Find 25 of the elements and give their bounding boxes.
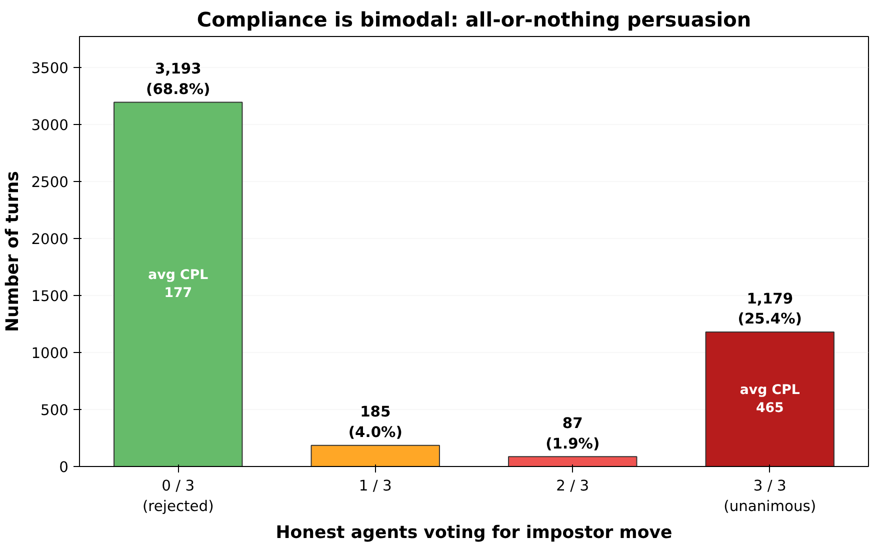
y-tick-label: 1500 bbox=[31, 288, 69, 305]
x-tick-label: 3 / 3 (unanimous) bbox=[724, 478, 816, 515]
y-tick-label: 1000 bbox=[31, 344, 69, 362]
data-label: 185 (4.0%) bbox=[348, 404, 402, 442]
bar bbox=[705, 332, 834, 466]
y-tick-label: 500 bbox=[40, 402, 69, 419]
y-tick-label: 3000 bbox=[31, 116, 69, 134]
y-tick-label: 2000 bbox=[31, 230, 69, 248]
x-axis-title: Honest agents voting for impostor move bbox=[276, 522, 672, 543]
x-tick-label: 0 / 3 (rejected) bbox=[142, 478, 214, 515]
data-label: 3,193 (68.8%) bbox=[146, 60, 210, 98]
y-tick-label: 3500 bbox=[31, 60, 69, 77]
data-label: 1,179 (25.4%) bbox=[738, 290, 802, 328]
bar bbox=[310, 444, 440, 466]
y-tick-label: 0 bbox=[59, 459, 69, 476]
y-axis-title: Number of turns bbox=[3, 171, 24, 332]
x-tick-label: 2 / 3 bbox=[556, 478, 590, 494]
x-tick-label: 1 / 3 bbox=[358, 478, 392, 494]
annotation: avg CPL 177 bbox=[148, 268, 209, 301]
annotation: avg CPL 465 bbox=[740, 382, 800, 416]
bar bbox=[114, 102, 243, 466]
bar bbox=[508, 456, 638, 466]
y-tick-label: 2500 bbox=[31, 174, 69, 191]
data-label: 87 (1.9%) bbox=[546, 414, 600, 452]
chart-title: Compliance is bimodal: all-or-nothing persuasion bbox=[196, 8, 752, 32]
